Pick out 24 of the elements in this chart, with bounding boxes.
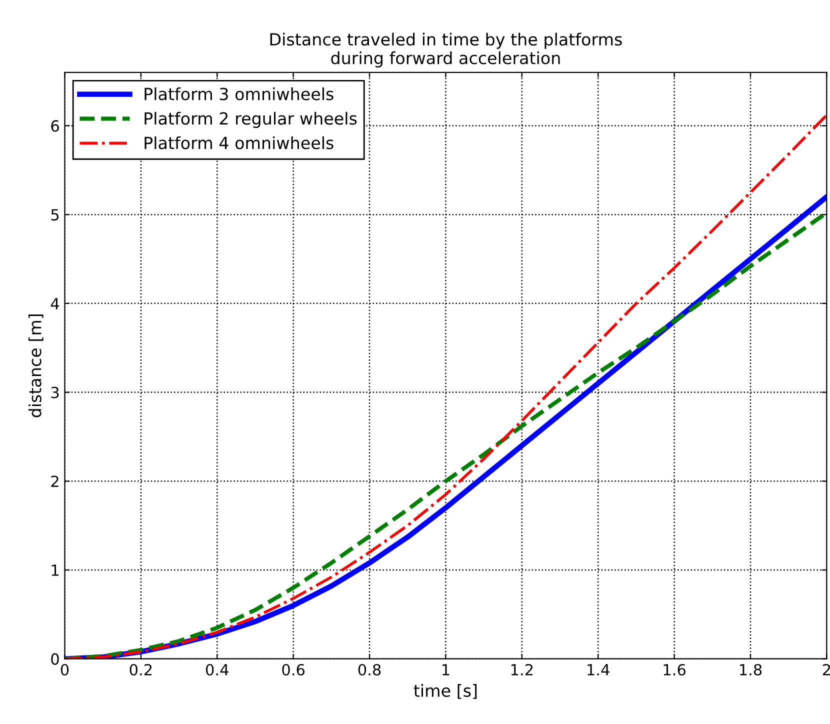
x-tick-label: 1.4 — [588, 664, 610, 676]
x-tick-label: 2 — [822, 664, 830, 676]
x-tick-label: 0.4 — [206, 664, 228, 676]
y-tick-label: 0 — [51, 653, 59, 665]
x-tick-label: 0 — [60, 664, 69, 676]
y-tick-label: 6 — [51, 120, 59, 132]
x-tick-label: 1 — [442, 664, 450, 676]
legend-label: Platform 2 regular wheels — [144, 112, 357, 128]
legend-label: Platform 4 omniwheels — [144, 136, 334, 150]
x-tick-label: 0.8 — [358, 664, 381, 676]
x-axis-title: time [s] — [414, 684, 477, 699]
x-tick-label: 0.2 — [130, 664, 152, 676]
y-axis-title: distance [m] — [28, 314, 44, 418]
y-tick-label: 2 — [51, 476, 58, 487]
y-tick-label: 1 — [52, 564, 58, 576]
y-tick-label: 4 — [50, 298, 60, 310]
x-tick-label: 1.8 — [740, 664, 762, 676]
legend-label: Platform 3 omniwheels — [144, 87, 334, 100]
y-tick-label: 3 — [51, 386, 59, 398]
y-tick-label: 5 — [51, 209, 59, 221]
x-tick-label: 0.6 — [282, 664, 305, 676]
chart-title: Distance traveled in time by the platforms during forward acceleration — [270, 32, 622, 68]
x-tick-label: 1.2 — [511, 664, 533, 676]
x-tick-label: 1.6 — [664, 664, 686, 676]
